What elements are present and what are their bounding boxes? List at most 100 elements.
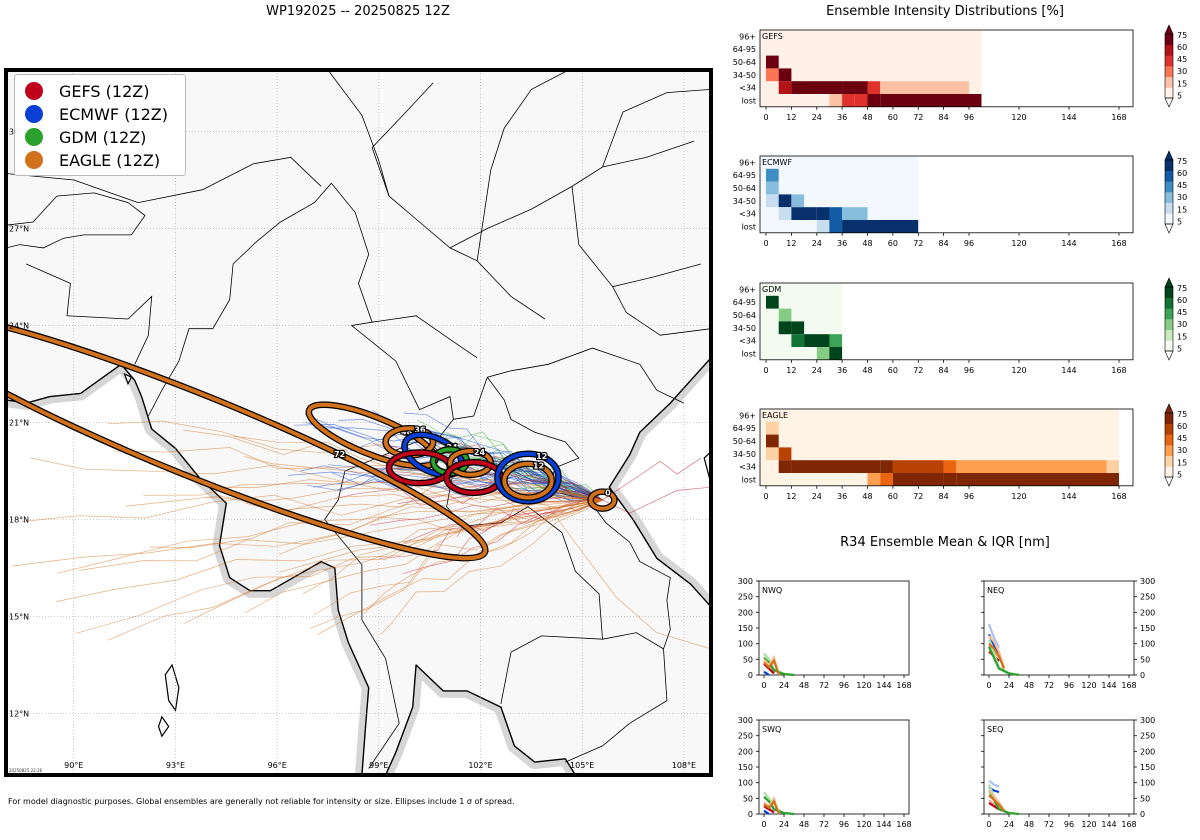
heatmap-cell	[842, 81, 868, 94]
heatmap-panel-gefs: GEFS 96+ 64-95 50-64 34-50 <34 lost 0 12 24 36 48 60…	[733, 24, 1187, 122]
heatmap-tick-label: 12	[786, 492, 796, 501]
heatmap-tick-label: 48	[862, 239, 872, 248]
forecast-hour-label: 12	[533, 462, 544, 471]
r34-frame	[758, 719, 910, 815]
longitude-label: 99°E	[369, 761, 388, 770]
heatmap-cell	[842, 220, 919, 233]
colorbar-segment	[1165, 34, 1173, 45]
heatmap-row-label: 96+	[739, 32, 756, 41]
heatmap-cell	[829, 207, 843, 220]
colorbar-segment	[1165, 76, 1173, 88]
heatmap-cell	[867, 81, 881, 94]
intensity-title: Ensemble Intensity Distributions [%]	[826, 4, 1064, 19]
colorbar-segment	[1165, 297, 1173, 309]
heatmap-cell	[766, 434, 779, 448]
colorbar-tick-label: 5	[1177, 217, 1182, 226]
country-border	[6, 156, 322, 204]
colorbar-segment	[1165, 160, 1173, 171]
colorbar-segment	[1165, 44, 1173, 56]
colorbar-segment	[1165, 170, 1173, 182]
heatmap-cell	[867, 473, 881, 486]
colorbar-tick-label: 45	[1177, 434, 1187, 443]
r34-x-tick-label: 72	[1044, 681, 1054, 690]
colorbar-frame	[1164, 412, 1174, 478]
r34-mean-line	[987, 646, 1020, 677]
forecast-hour-label: 12	[536, 452, 547, 461]
heatmap-panel-gdm: GDM 96+ 64-95 50-64 34-50 <34 lost 0 12 24 36 48 60 7…	[733, 277, 1187, 375]
r34-mean-line	[763, 658, 781, 676]
country-border	[26, 263, 153, 365]
r34-iqr-line	[988, 779, 1000, 788]
country-border	[453, 347, 685, 420]
country-borders	[6, 70, 711, 769]
heatmap-cell	[804, 334, 830, 347]
heatmap-row-label: 64-95	[733, 298, 756, 307]
r34-y-tick-label: 50	[1140, 794, 1150, 803]
track-line	[317, 499, 603, 635]
longitude-label: 105°E	[570, 761, 594, 770]
heatmap-cell	[880, 94, 982, 107]
r34-frame	[983, 580, 1135, 676]
r34-x-tick-label: 24	[779, 681, 789, 690]
eagle-ellipse	[6, 310, 488, 561]
legend-item-gefs: GEFS (12Z)	[25, 80, 149, 102]
heatmap-cell	[829, 334, 843, 347]
heatmap-tick-label: 120	[1011, 239, 1026, 248]
heatmap-tick-label: 144	[1061, 113, 1076, 122]
track-line	[12, 499, 603, 567]
heatmap-tick-label: 24	[812, 366, 822, 375]
r34-x-tick-label: 96	[1064, 820, 1074, 829]
heatmap-cell	[867, 94, 881, 107]
heatmap-cell	[829, 94, 843, 107]
ellipse-group	[443, 458, 505, 497]
colorbar-tick-label: 45	[1177, 308, 1187, 317]
heatmap-tick-label: 120	[1011, 366, 1026, 375]
r34-mean-line	[988, 642, 1006, 670]
r34-y-tick-label: 0	[748, 810, 753, 819]
colorbar-tick-label: 45	[1177, 181, 1187, 190]
heatmap-tick-label: 60	[888, 492, 898, 501]
heatmap-cell	[766, 421, 779, 435]
longitude-label: 96°E	[268, 761, 287, 770]
longitude-label: 108°E	[672, 761, 696, 770]
heatmap-tick-label: 12	[786, 366, 796, 375]
r34-x-tick-label: 24	[1004, 681, 1014, 690]
heatmap-cell	[766, 55, 779, 69]
colorbar-segment	[1165, 213, 1173, 225]
colorbar-segment	[1165, 202, 1173, 214]
heatmap-cell	[791, 460, 881, 473]
colorbar-min-arrow	[1164, 350, 1174, 361]
heatmap-tick-label: 60	[888, 113, 898, 122]
colorbar-tick-label: 75	[1177, 284, 1187, 293]
country-border	[148, 182, 332, 417]
heatmap-row-label: 34-50	[733, 71, 756, 80]
heatmap-row-label: 96+	[739, 158, 756, 167]
heatmap-tick-label: 72	[913, 492, 923, 501]
track-line	[279, 499, 603, 555]
heatmap-tick-label: 120	[1011, 492, 1026, 501]
r34-mean-line	[763, 656, 795, 677]
r34-mean-line	[988, 794, 1005, 812]
colorbar-tick-label: 5	[1177, 91, 1182, 100]
r34-mean-line	[763, 799, 781, 815]
track-line	[183, 429, 603, 501]
heatmap-panel-ecmwf: ECMWF 96+ 64-95 50-64 34-50 <34 lost 0 12 24 36 48 6…	[733, 150, 1187, 248]
heatmap-cell	[829, 220, 843, 233]
colorbar-segment	[1165, 308, 1173, 320]
colorbar-segment	[1165, 319, 1173, 330]
colorbar-segment	[1165, 329, 1173, 341]
heatmap-row-label: lost	[742, 349, 756, 358]
r34-y-tick-label: 300	[738, 577, 753, 586]
r34-x-tick-label: 144	[1101, 681, 1116, 690]
r34-mean-line	[763, 809, 770, 815]
heatmap-row-label: 34-50	[733, 197, 756, 206]
r34-iqr-line	[988, 635, 1006, 668]
gdm-legend-marker	[25, 128, 43, 146]
r34-y-tick-label: 150	[1140, 624, 1155, 633]
heatmap-tick-label: 144	[1061, 492, 1076, 501]
forecast-hour-label: 72	[334, 450, 345, 459]
legend-label: EAGLE (12Z)	[59, 150, 161, 170]
heatmap-tick-label: 48	[862, 113, 872, 122]
heatmap-tick-label: 60	[888, 366, 898, 375]
